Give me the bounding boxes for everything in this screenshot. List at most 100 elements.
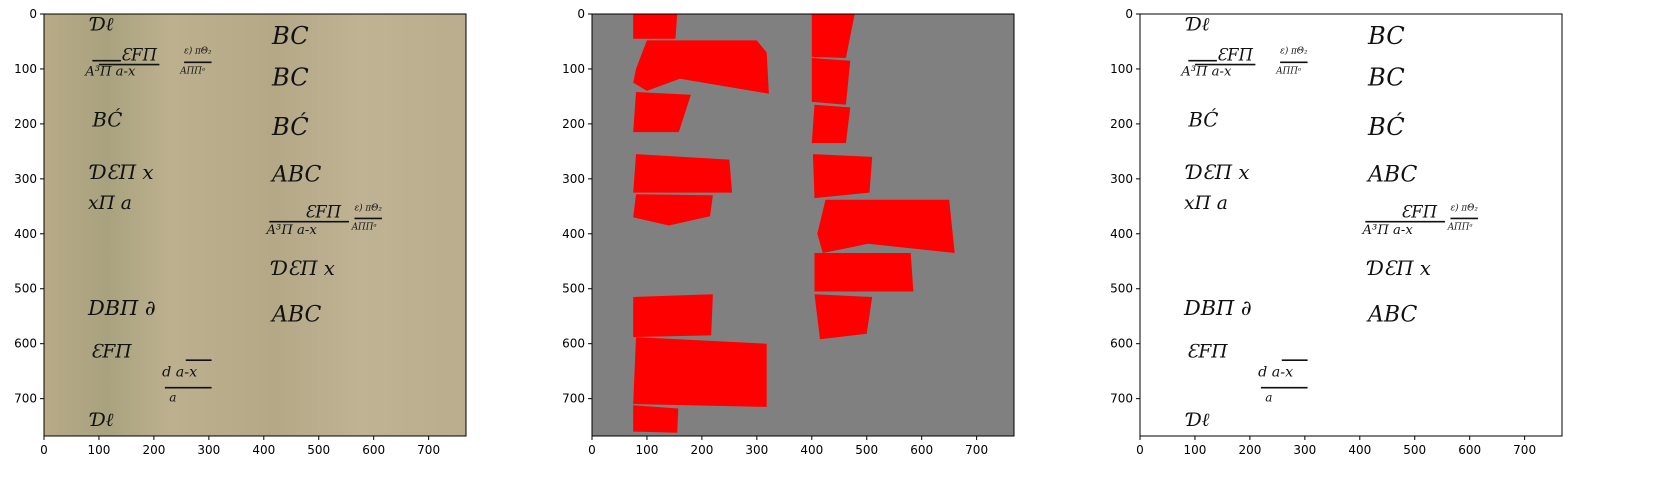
- mask-region: [633, 294, 713, 338]
- handwritten-text: ABC: [270, 303, 321, 328]
- y-tick-label: 700: [562, 392, 585, 406]
- handwritten-text: A³Π a-x: [84, 65, 136, 80]
- x-tick-label: 400: [252, 443, 275, 457]
- handwritten-text: A³Π a-x: [266, 223, 318, 238]
- mask-region: [811, 14, 855, 58]
- mask-region: [814, 253, 914, 292]
- x-tick-label: 100: [87, 443, 110, 457]
- handwritten-text: DBΠ ∂: [87, 296, 156, 320]
- handwritten-text: BĆ: [1187, 107, 1218, 132]
- x-tick-label: 0: [1136, 443, 1144, 457]
- handwritten-text: ƐFΠ: [1187, 341, 1229, 362]
- x-tick-label: 200: [1238, 443, 1261, 457]
- y-tick-label: 600: [14, 337, 37, 351]
- y-tick-label: 0: [1125, 7, 1133, 21]
- y-tick-label: 400: [1110, 227, 1133, 241]
- mask-region: [633, 40, 769, 94]
- handwritten-text: AΠΠᵃ: [1275, 66, 1301, 76]
- handwritten-text: BC: [1367, 63, 1405, 91]
- y-tick-label: 100: [562, 62, 585, 76]
- x-tick-label: 0: [588, 443, 596, 457]
- x-tick-label: 300: [1293, 443, 1316, 457]
- handwritten-text: ε) πΘ₂: [354, 203, 382, 214]
- handwritten-text: ε) πΘ₂: [184, 46, 212, 57]
- handwritten-text: d a-x: [1258, 365, 1293, 381]
- y-tick-label: 100: [1110, 62, 1133, 76]
- y-tick-label: 200: [14, 117, 37, 131]
- x-tick-label: 400: [1348, 443, 1371, 457]
- y-tick-label: 700: [14, 392, 37, 406]
- x-tick-label: 700: [965, 443, 988, 457]
- handwritten-text: ABC: [270, 163, 321, 188]
- x-tick-label: 0: [40, 443, 48, 457]
- x-tick-label: 400: [800, 443, 823, 457]
- y-tick-label: 300: [14, 172, 37, 186]
- mask-region: [633, 405, 679, 433]
- handwritten-text: ƊƐΠ x: [89, 161, 154, 184]
- y-tick-label: 300: [1110, 172, 1133, 186]
- x-tick-label: 300: [745, 443, 768, 457]
- y-tick-label: 0: [577, 7, 585, 21]
- panel-mask: 0 0 100 100 200 200 300 300 400 400 500 500 600 600 70…: [562, 7, 1015, 457]
- axis-ticks: 0 0 100 100 200 200 300 300 400 400 500 500 600 600 70…: [14, 7, 440, 457]
- y-tick-label: 300: [562, 172, 585, 186]
- handwritten-text: ƐFΠ: [1401, 202, 1438, 221]
- handwritten-text: ε) πΘ₂: [1280, 46, 1308, 57]
- axes-frame: [591, 13, 1015, 437]
- binarized-background: [1140, 14, 1562, 436]
- handwritten-text: BĆ: [271, 112, 309, 141]
- x-tick-label: 300: [197, 443, 220, 457]
- y-tick-label: 0: [29, 7, 37, 21]
- handwritten-text: BĆ: [91, 107, 122, 132]
- handwritten-text: Ɗℓ: [1185, 14, 1210, 35]
- y-tick-label: 500: [562, 282, 585, 296]
- handwritten-text: Ɗℓ: [89, 14, 114, 35]
- y-tick-label: 600: [562, 337, 585, 351]
- y-tick-label: 400: [14, 227, 37, 241]
- x-tick-label: 600: [910, 443, 933, 457]
- handwritten-text: ƐFΠ: [1217, 46, 1254, 65]
- handwritten-text: ƐFΠ: [121, 46, 158, 65]
- x-tick-label: 600: [362, 443, 385, 457]
- parchment-background: [44, 14, 466, 436]
- handwritten-text: BC: [1367, 22, 1405, 50]
- handwritten-text: a: [1265, 390, 1272, 404]
- handwritten-text: A³Π a-x: [1180, 65, 1232, 80]
- y-tick-label: 200: [562, 117, 585, 131]
- axis-ticks: 0 0 100 100 200 200 300 300 400 400 500 500 600 600 70…: [1110, 7, 1536, 457]
- handwritten-text: ƐFΠ: [91, 341, 133, 362]
- handwritten-text: ƊƐΠ x: [270, 257, 335, 280]
- axis-ticks: 0 0 100 100 200 200 300 300 400 400 500 500 600 600 70…: [562, 7, 988, 457]
- mask-region: [633, 92, 691, 133]
- mask-region: [811, 104, 851, 144]
- x-tick-label: 500: [1403, 443, 1426, 457]
- mask-region: [633, 14, 678, 39]
- handwritten-text: ƊƐΠ x: [1185, 161, 1250, 184]
- handwritten-text: Ɗℓ: [1185, 410, 1210, 431]
- x-tick-label: 100: [1183, 443, 1206, 457]
- handwritten-text: Ɗℓ: [89, 410, 114, 431]
- x-tick-label: 500: [307, 443, 330, 457]
- y-tick-label: 200: [1110, 117, 1133, 131]
- handwritten-text: ƐFΠ: [305, 202, 342, 221]
- handwritten-text: d a-x: [162, 365, 197, 381]
- handwritten-text: ε) πΘ₂: [1450, 203, 1478, 214]
- handwritten-text: xΠ a: [88, 193, 132, 214]
- handwritten-text: xΠ a: [1184, 193, 1228, 214]
- mask-region: [814, 294, 873, 340]
- handwritten-text: AΠΠᵃ: [351, 222, 377, 232]
- handwritten-text: ƊƐΠ x: [1366, 257, 1431, 280]
- handwritten-text: DBΠ ∂: [1183, 296, 1252, 320]
- y-tick-label: 600: [1110, 337, 1133, 351]
- x-tick-label: 700: [417, 443, 440, 457]
- x-tick-label: 700: [1513, 443, 1536, 457]
- handwritten-text: ABC: [1366, 303, 1417, 328]
- handwritten-text: ABC: [1366, 163, 1417, 188]
- mask-region: [633, 194, 713, 226]
- mask-region: [817, 199, 955, 253]
- x-tick-label: 100: [635, 443, 658, 457]
- mask-regions: [633, 14, 955, 433]
